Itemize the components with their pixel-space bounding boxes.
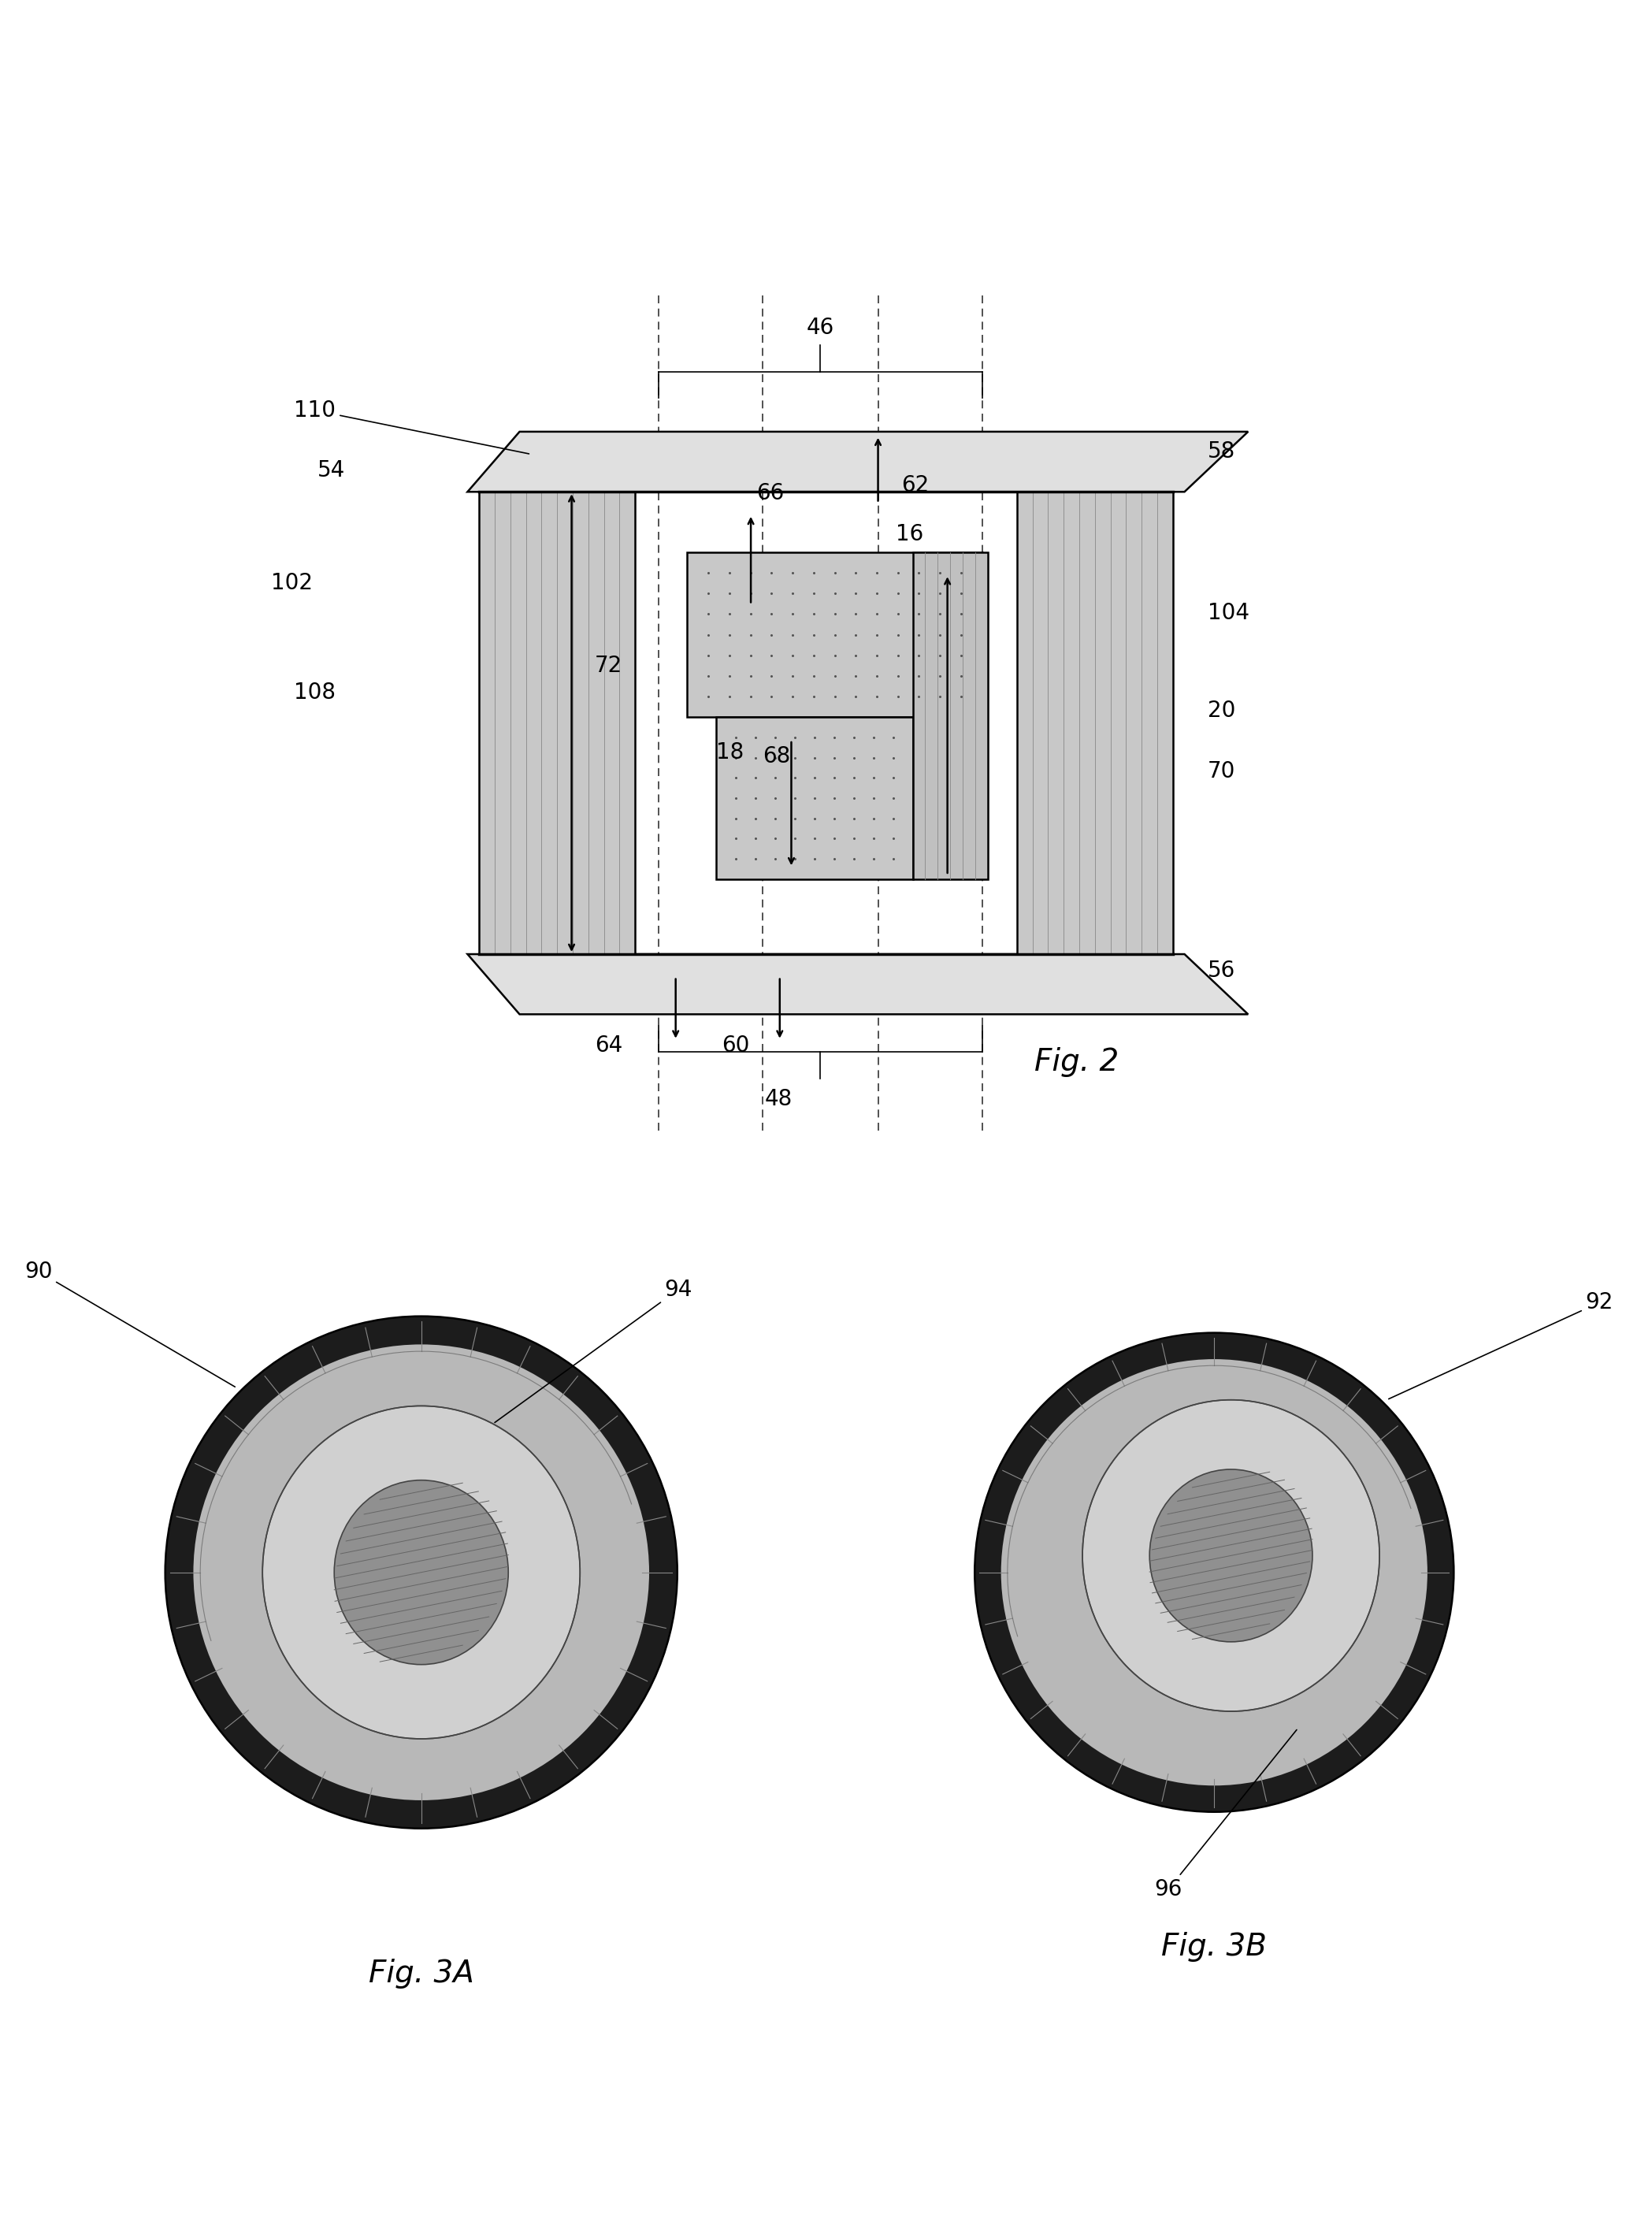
Bar (687, 552, 981, 718)
Text: 56: 56 (1208, 959, 1236, 982)
Polygon shape (468, 955, 1249, 1015)
Text: 92: 92 (1389, 1292, 1614, 1400)
Text: 90: 90 (25, 1261, 235, 1386)
Text: 62: 62 (900, 474, 928, 496)
Text: 104: 104 (1208, 601, 1249, 624)
Text: 110: 110 (294, 400, 529, 454)
Circle shape (165, 1317, 677, 1829)
Text: 108: 108 (294, 682, 335, 704)
Circle shape (975, 1333, 1454, 1811)
Text: 60: 60 (722, 1035, 750, 1058)
Circle shape (1001, 1359, 1427, 1787)
Bar (912, 552, 988, 879)
Text: 64: 64 (595, 1035, 623, 1058)
Text: 58: 58 (1208, 440, 1236, 463)
Ellipse shape (1082, 1400, 1379, 1711)
Text: 68: 68 (763, 745, 790, 767)
Polygon shape (468, 432, 1249, 492)
Bar (479, 492, 634, 955)
Ellipse shape (1150, 1469, 1312, 1641)
Text: 54: 54 (317, 458, 345, 481)
Text: 70: 70 (1208, 760, 1236, 783)
Text: 16: 16 (895, 523, 923, 546)
Ellipse shape (263, 1406, 580, 1740)
Circle shape (193, 1344, 649, 1800)
Text: 94: 94 (494, 1279, 692, 1422)
Bar (715, 718, 912, 879)
Text: 48: 48 (765, 1089, 793, 1111)
Text: Fig. 2: Fig. 2 (1034, 1046, 1118, 1078)
Text: Fig. 3A: Fig. 3A (368, 1959, 474, 1988)
Text: 102: 102 (271, 572, 312, 595)
Text: 96: 96 (1155, 1731, 1297, 1901)
Text: 18: 18 (715, 742, 743, 762)
Ellipse shape (334, 1480, 509, 1664)
Text: 66: 66 (757, 483, 785, 503)
Text: 46: 46 (806, 318, 834, 338)
Text: 72: 72 (595, 655, 623, 678)
Text: 20: 20 (1208, 700, 1236, 722)
Text: Fig. 3B: Fig. 3B (1161, 1932, 1267, 1961)
Bar (1016, 492, 1173, 955)
